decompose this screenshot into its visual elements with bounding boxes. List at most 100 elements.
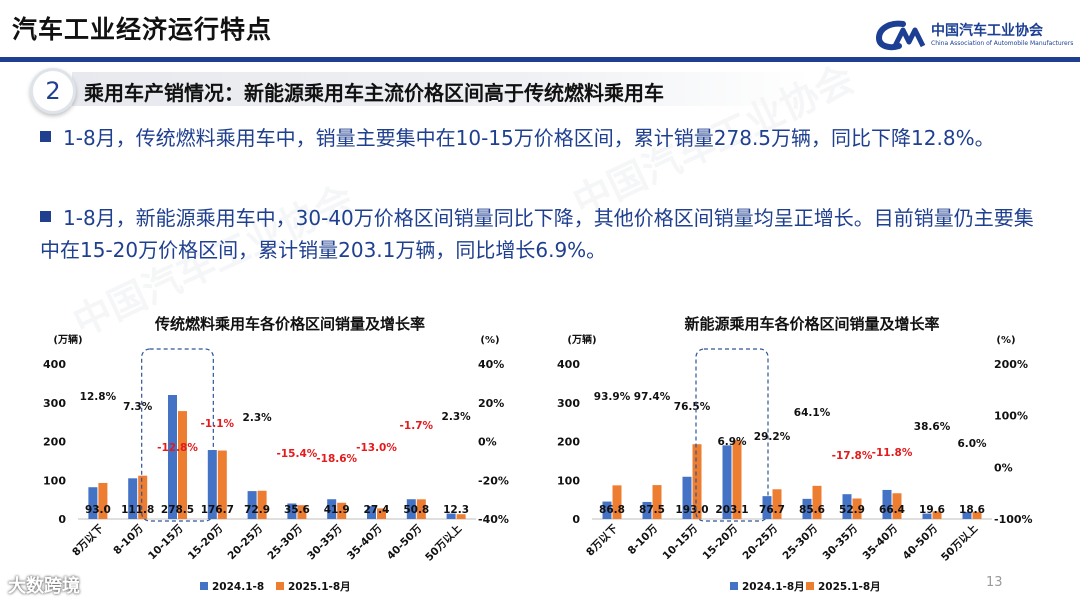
x-tick-label: 40-50万	[385, 522, 425, 562]
bar-value-label: 76.7	[759, 504, 785, 516]
bar-2024	[446, 513, 456, 519]
growth-rate-label: 6.9%	[717, 436, 747, 448]
section-banner	[72, 72, 812, 106]
bar-2025	[377, 508, 386, 519]
highlight-box	[695, 348, 769, 522]
growth-rate-label: 64.1%	[794, 407, 831, 419]
page-title: 汽车工业经济运行特点	[12, 15, 273, 44]
bar-2025	[337, 502, 347, 519]
x-tick-label: 35-40万	[345, 522, 385, 562]
chart-title: 新能源乘用车各价格区间销量及增长率	[684, 315, 939, 333]
y-tick-label-right: 0%	[478, 436, 497, 449]
x-tick-label: 10-15万	[146, 522, 186, 562]
bar-2024	[722, 445, 732, 519]
y-tick-label: 0	[58, 513, 66, 526]
y-tick-label: 100	[557, 474, 580, 487]
x-tick-label: 50万以上	[938, 522, 980, 564]
y-tick-label: 200	[43, 436, 66, 449]
legend-label: 2024.1-8	[212, 581, 264, 593]
bar-value-label: 93.0	[85, 504, 111, 516]
logo-text-en: China Association of Automobile Manufact…	[931, 40, 1074, 47]
legend-label: 2024.1-8月	[742, 581, 805, 593]
bar-2025	[932, 511, 942, 519]
bar-2025	[652, 485, 662, 519]
bar-2025	[812, 485, 822, 519]
bar-2025	[416, 499, 426, 519]
growth-rate-label: 6.0%	[957, 438, 987, 450]
y-axis-title-right: (%)	[996, 335, 1015, 346]
growth-rate-label: -18.6%	[316, 453, 357, 465]
x-tick-label: 10-15万	[660, 522, 700, 562]
y-tick-label: 200	[557, 436, 580, 449]
y-tick-label-right: 20%	[478, 397, 504, 410]
legend-label: 2025.1-8月	[288, 581, 351, 593]
bar-value-label: 176.7	[201, 504, 234, 516]
growth-rate-label: -12.8%	[157, 442, 198, 454]
growth-rate-label: 2.3%	[243, 412, 273, 424]
bullet-item: 1-8月，新能源乘用车中，30-40万价格区间销量同比下降，其他价格区间销量均呈…	[40, 202, 1050, 266]
bar-2025	[98, 482, 108, 519]
bar-2024	[642, 501, 652, 519]
bar-value-label: 203.1	[715, 504, 748, 516]
bar-value-label: 50.8	[403, 504, 429, 516]
bar-2025	[257, 490, 267, 519]
growth-rate-label: 38.6%	[914, 421, 951, 433]
bar-2024	[247, 491, 257, 519]
bar-2024	[602, 501, 612, 519]
y-axis-title-left: (万辆)	[567, 333, 596, 346]
growth-rate-label: -1.1%	[201, 418, 235, 430]
bullet-square-icon	[40, 131, 51, 142]
growth-rate-label: -13.0%	[356, 442, 397, 454]
bullet-text: 1-8月，新能源乘用车中，30-40万价格区间销量同比下降，其他价格区间销量均呈…	[40, 206, 1034, 262]
bar-2024	[168, 395, 177, 519]
growth-rate-label: -11.8%	[872, 447, 913, 459]
growth-rate-label: 2.3%	[442, 411, 472, 423]
bar-2024	[922, 513, 932, 519]
page-number: 13	[986, 575, 1003, 590]
bar-2025	[852, 498, 862, 519]
bar-2024	[128, 478, 138, 519]
bar-2025	[217, 450, 227, 519]
bar-value-label: 86.8	[599, 504, 625, 516]
bar-value-label: 278.5	[161, 504, 194, 516]
y-tick-label: 400	[43, 358, 66, 371]
bar-2025	[456, 514, 466, 519]
bar-2024	[882, 489, 892, 519]
y-tick-label-right: -20%	[478, 474, 509, 487]
growth-rate-label: -1.7%	[400, 420, 434, 432]
caam-logo: 中国汽车工业协会 China Association of Automobile…	[873, 18, 1073, 52]
bar-2024	[802, 498, 812, 519]
x-tick-label: 8-10万	[626, 522, 661, 557]
bar-2024	[88, 487, 98, 519]
x-tick-label: 8-10万	[111, 522, 146, 557]
bar-2025	[138, 475, 148, 519]
legend-swatch-2024	[200, 582, 208, 590]
x-tick-label: 30-35万	[820, 522, 860, 562]
bar-2025	[772, 489, 782, 519]
x-tick-label: 15-20万	[186, 522, 226, 562]
bar-2024	[367, 506, 376, 519]
bar-2025	[972, 511, 982, 519]
growth-rate-label: -17.8%	[832, 450, 873, 462]
growth-rate-label: 7.3%	[123, 401, 153, 413]
bar-value-label: 19.6	[919, 504, 945, 516]
legend-swatch-2024	[730, 582, 738, 590]
bar-value-label: 85.6	[799, 504, 825, 516]
y-tick-label-right: -100%	[994, 513, 1033, 526]
bar-2024	[406, 499, 416, 519]
bar-2025	[732, 440, 742, 519]
legend-swatch-2025	[806, 582, 814, 590]
header-divider	[0, 57, 1080, 62]
bar-value-label: 87.5	[639, 504, 665, 516]
y-tick-label: 400	[557, 358, 580, 371]
x-tick-label: 50万以上	[422, 522, 464, 564]
y-tick-label: 300	[43, 397, 66, 410]
y-tick-label: 300	[557, 397, 580, 410]
x-tick-label: 8万以下	[584, 522, 620, 558]
legend-label: 2025.1-8月	[818, 581, 881, 593]
bar-value-label: 66.4	[879, 504, 905, 516]
bar-2024	[762, 496, 772, 519]
growth-rate-label: 12.8%	[80, 391, 117, 403]
brand-watermark: 大数跨境	[8, 576, 80, 597]
growth-rate-label: 76.5%	[674, 401, 711, 413]
